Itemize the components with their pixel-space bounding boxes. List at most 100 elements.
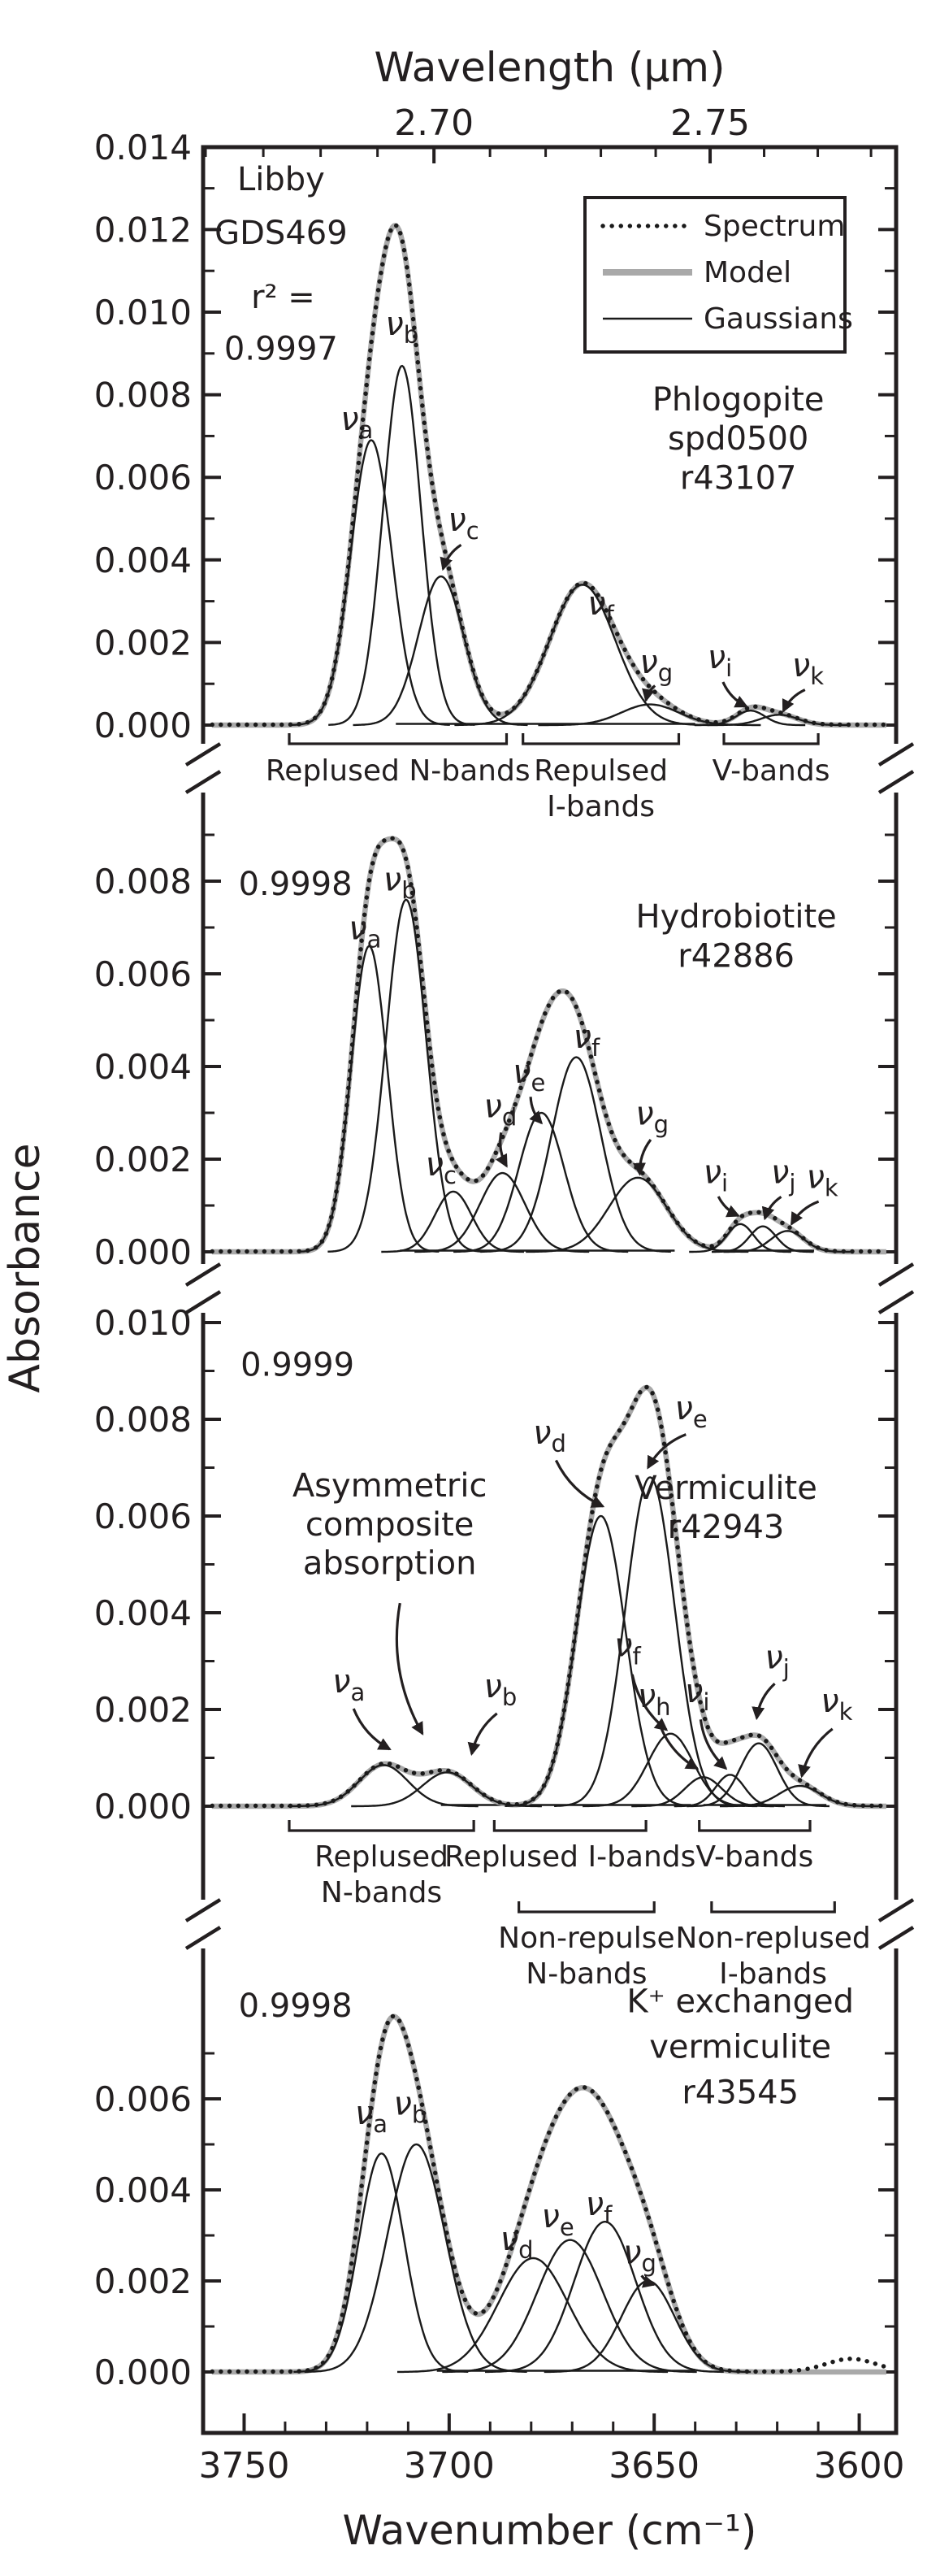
legend-label-spectrum: Spectrum [704,210,845,243]
y-tick-label: 0.002 [94,2261,192,2301]
peak-label-sub: b [412,2101,427,2129]
peak-label-vermiculite-e: νe [675,1390,708,1433]
annotation-line-1: composite [305,1506,474,1544]
peak-label-hydrobiotite-k: νk [807,1158,838,1201]
wavenumber-tick-label: 3600 [814,2445,905,2487]
peak-label-nu: ν [484,1668,502,1705]
peak-label-vermiculite-f: νf [614,1627,641,1670]
annotation-arrow [699,1719,728,1770]
peak-label-k-exchanged-vermiculite-e: νe [542,2198,574,2241]
annotation-arrow [467,1712,498,1757]
annotation-arrow [440,543,462,571]
gaussian-component-k [723,1230,851,1253]
spectrum-curve [210,223,889,728]
peak-label-hydrobiotite-d: νd [484,1088,518,1132]
peak-label-sub: e [531,1069,546,1097]
peak-label-nu: ν [792,647,810,684]
peak-label-nu: ν [821,1683,838,1720]
peak-label-nu: ν [639,644,657,681]
wavelength-tick-label: 2.70 [394,102,474,144]
r2-value: 0.9997 [224,330,338,367]
peak-label-phlogopite-f: νf [587,585,614,628]
peak-label-nu: ν [704,1154,721,1192]
gaussian-component-f [485,2221,724,2374]
y-axis-title-group: Absorbance [1,1143,50,1392]
y-tick-label: 0.002 [94,1690,192,1730]
peak-label-nu: ν [426,1146,444,1184]
peak-label-nu: ν [448,502,466,539]
peak-label-sub: a [359,416,374,444]
axis-break-slash-right-2-top [877,1898,915,1922]
peak-label-hydrobiotite-e: νe [513,1053,545,1097]
gaussian-component-i [674,1774,785,1808]
r2-value: 0.9999 [240,1346,354,1384]
peak-label-sub: d [502,1104,517,1132]
peak-label-k-exchanged-vermiculite-g: νg [623,2235,656,2278]
annotation-arrow [790,1200,820,1226]
wavenumber-tick-label: 3650 [609,2445,700,2487]
axis-break-slash-left-0-top [184,742,222,767]
peak-label-vermiculite-i: νi [685,1673,709,1716]
annotation-arrow [395,1602,424,1735]
corner-line-1: GDS469 [214,215,348,252]
annotation-arrow [495,1132,508,1168]
band-bracket-2-0 [518,1901,656,1914]
bottom-axis: 3750 3700 3650 3600 Wavenumber (cm⁻¹) [198,2413,905,2554]
plot-frame [184,145,915,2435]
peak-label-vermiculite-a: νa [332,1663,365,1706]
axis-break-slash-right-0-top [877,742,915,767]
gaussian-component-b [351,1771,542,1808]
band-bracket-label-2-1-1: I-bands [719,1957,827,1991]
y-tick-label: 0.008 [94,862,192,901]
sample-line-0: Phlogopite [652,381,825,419]
peak-label-sub: d [518,2236,533,2264]
annotation-arrow [798,1727,834,1779]
y-tick-label: 0.004 [94,2170,192,2210]
peak-label-nu: ν [385,306,403,343]
axis-break-slash-left-1-bottom [184,1290,222,1314]
peak-label-nu: ν [349,910,366,947]
peak-label-sub: j [782,1654,790,1682]
legend: Spectrum Model Gaussians [583,196,853,354]
peak-label-nu: ν [638,1678,656,1715]
axis-break-slash-right-2-bottom [877,1926,915,1950]
top-axis: Wavelength (μm) 2.70 2.75 [204,44,873,163]
peak-label-hydrobiotite-j: νj [771,1154,795,1197]
axis-break-slash-right-1-bottom [877,1290,915,1314]
y-tick-label: 0.008 [94,376,192,415]
band-bracket-label-1-0-0: Replused [314,1840,448,1874]
peak-label-nu: ν [394,2086,412,2123]
band-bracket-0-0 [288,733,509,745]
sample-line-1: vermiculite [649,2029,831,2066]
panel-vermiculite: 0.000 0.002 0.004 0.006 0.008 0.010 0.9999 Verm… [94,1303,895,1827]
gaussian-component-a [291,439,450,726]
r2-value: 0.9998 [239,866,353,903]
peak-label-sub: i [726,654,732,682]
wavelength-tick-label: 2.75 [670,102,750,144]
annotation-arrow [632,1139,652,1176]
r2-label: r² = [251,279,315,316]
y-tick-label: 0.002 [94,623,192,662]
y-axis-title: Absorbance [1,1143,50,1392]
annotation-arrow [658,1722,700,1770]
gaussian-component-i [689,1223,791,1253]
peak-label-nu: ν [771,1154,789,1192]
peak-label-phlogopite-c: νc [448,502,479,545]
peak-label-nu: ν [708,639,726,676]
peak-label-hydrobiotite-f: νf [574,1019,600,1062]
peak-label-sub: b [401,876,416,904]
peak-label-sub: a [373,2110,388,2138]
peak-label-nu: ν [383,861,401,898]
axis-break-slash-left-2-bottom [184,1926,222,1950]
y-tick-label: 0.006 [94,1497,192,1536]
peak-label-nu: ν [574,1019,591,1056]
gaussian-component-d [414,1171,590,1253]
model-curve [210,2013,888,2375]
peak-label-sub: f [606,601,615,628]
annotation-arrow [782,689,806,713]
spectrum-curve [210,2013,889,2374]
gaussian-component-b [304,2143,527,2374]
sample-line-1: spd0500 [668,420,808,458]
